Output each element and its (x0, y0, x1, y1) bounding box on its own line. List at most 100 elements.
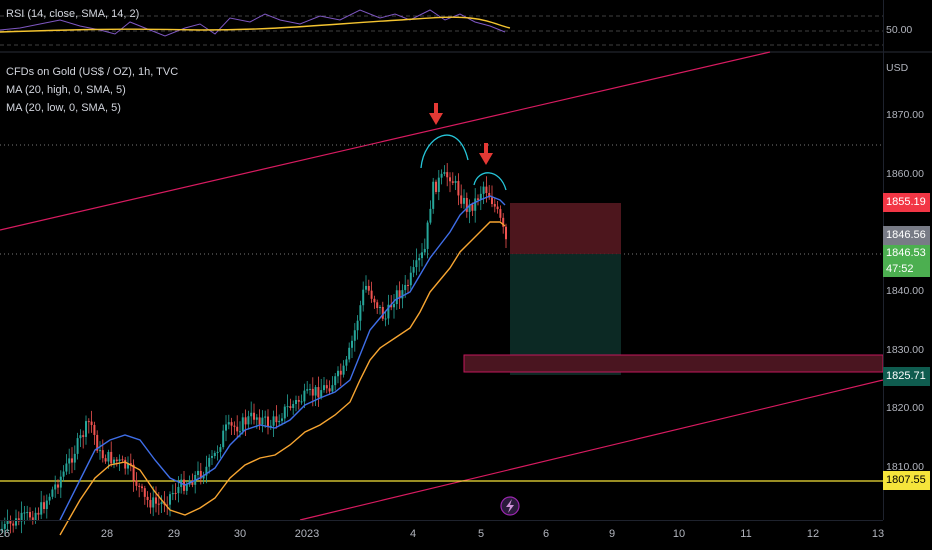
stop-loss-zone[interactable] (510, 203, 621, 254)
time-label: 30 (233, 528, 247, 540)
ma-high-legend[interactable]: MA (20, high, 0, SMA, 5) (6, 84, 126, 96)
candle-body (43, 502, 45, 509)
candle-body (85, 421, 87, 437)
candle-body (149, 500, 152, 508)
down-arrow-icon[interactable] (429, 103, 443, 125)
candle-body (348, 347, 351, 360)
candle-body (99, 450, 101, 452)
candle-body (247, 416, 250, 425)
candle-body (258, 417, 261, 425)
candle-body (6, 520, 9, 525)
candle-body (429, 208, 432, 223)
time-label: 5 (477, 528, 485, 540)
candle-body (127, 463, 129, 469)
candle-body (104, 458, 107, 462)
candle-body (437, 177, 440, 192)
candle-body (15, 518, 17, 526)
candle-body (443, 172, 446, 174)
candle-body (300, 401, 303, 403)
candle-body (292, 404, 295, 408)
channel-upper-line[interactable] (0, 51, 771, 231)
candle-body (185, 484, 188, 491)
candle-body (37, 512, 40, 515)
target-zone[interactable] (463, 354, 884, 373)
candle-body (239, 431, 241, 433)
time-label: 4 (409, 528, 417, 540)
candle-body (191, 480, 194, 485)
support-badge: 1807.55 (883, 471, 930, 490)
candle-body (275, 416, 278, 423)
candle-body (157, 503, 160, 505)
head-arc-1[interactable] (420, 134, 469, 169)
countdown-badge: 47:52 (883, 261, 930, 277)
time-label: 2023 (294, 528, 320, 540)
candle-body (435, 181, 437, 192)
candle-body (370, 290, 373, 299)
candle-body (477, 198, 479, 200)
candle-body (110, 451, 113, 464)
candle-body (365, 285, 367, 290)
candle-body (409, 272, 412, 286)
candle-body (323, 385, 325, 391)
candle-body (121, 459, 124, 461)
candle-body (328, 388, 331, 392)
candle-body (393, 304, 395, 308)
candle-body (272, 416, 275, 426)
candle-body (379, 306, 381, 308)
candle-body (423, 248, 426, 253)
candle-body (155, 497, 157, 504)
candle-body (345, 359, 348, 366)
candle-body (283, 406, 286, 419)
rsi-level-label: 50.00 (886, 24, 913, 36)
candle-body (177, 486, 180, 494)
down-arrow-icon[interactable] (479, 143, 493, 165)
candle-body (482, 186, 485, 194)
rsi-legend[interactable]: RSI (14, close, SMA, 14, 2) (6, 8, 140, 20)
price-tick: 1830.00 (886, 344, 924, 356)
symbol-legend[interactable]: CFDs on Gold (US$ / OZ), 1h, TVC (6, 66, 179, 78)
candle-body (166, 504, 169, 506)
lightning-icon[interactable] (500, 496, 520, 516)
candle-body (362, 289, 365, 306)
candle-body (152, 497, 155, 508)
candle-body (230, 422, 233, 426)
candle-body (426, 222, 429, 249)
candle-body (124, 459, 127, 469)
candle-body (454, 181, 457, 183)
head-arc-2[interactable] (473, 172, 507, 191)
candle-body (479, 193, 482, 200)
candle-body (250, 412, 253, 417)
price-tick: 1860.00 (886, 168, 924, 180)
candle-body (222, 430, 225, 448)
candle-body (381, 306, 384, 319)
candle-body (48, 496, 51, 501)
time-label: 26 (0, 528, 11, 540)
candle-body (253, 412, 255, 420)
candle-body (432, 181, 435, 209)
time-label: 11 (740, 528, 752, 540)
candle-body (339, 370, 342, 375)
candle-body (96, 434, 99, 451)
candle-body (446, 172, 449, 178)
candle-body (29, 512, 31, 518)
candle-body (174, 492, 177, 494)
candle-body (211, 456, 213, 458)
channel-lower-line[interactable] (299, 379, 884, 521)
target-badge: 1825.71 (883, 367, 930, 386)
candle-body (468, 204, 471, 212)
candle-body (404, 284, 407, 291)
ma-low-legend[interactable]: MA (20, low, 0, SMA, 5) (6, 102, 121, 114)
candle-body (286, 406, 289, 408)
candle-body (334, 376, 337, 386)
candle-body (485, 186, 488, 194)
candle-body (233, 425, 236, 427)
candle-body (390, 304, 393, 308)
candle-body (236, 426, 239, 432)
candle-body (219, 447, 222, 452)
candle-body (26, 512, 29, 514)
candle-body (197, 470, 199, 475)
candle-body (449, 177, 451, 182)
rsi-sma-line (0, 16, 511, 33)
candle-body (281, 418, 283, 421)
